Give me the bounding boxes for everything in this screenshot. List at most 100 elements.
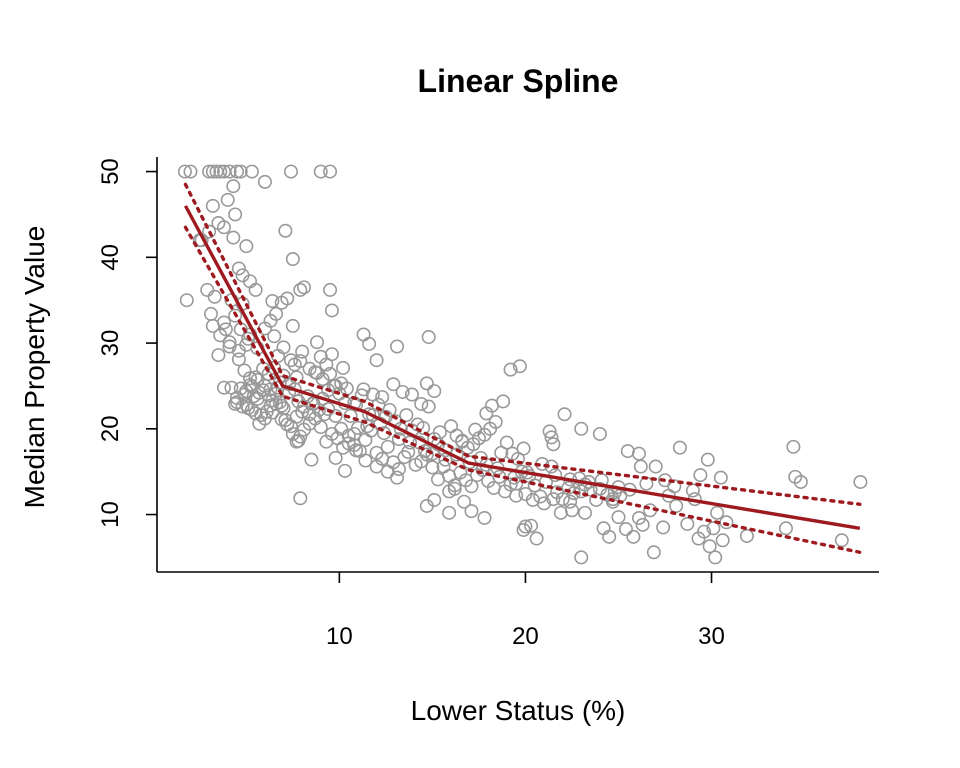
data-point (216, 380, 231, 395)
data-point (708, 550, 723, 565)
data-point (544, 430, 559, 445)
data-point (285, 252, 300, 267)
data-point (477, 510, 492, 525)
data-point (425, 460, 440, 475)
data-point (710, 505, 725, 520)
data-point (618, 522, 633, 537)
data-point (177, 164, 192, 179)
data-point (631, 446, 646, 461)
data-point (457, 494, 472, 509)
data-point (834, 533, 849, 548)
data-point (546, 437, 561, 452)
data-point (328, 408, 343, 423)
data-point (414, 396, 429, 411)
data-point (265, 405, 280, 420)
data-point (231, 343, 246, 358)
data-point (529, 531, 544, 546)
data-point (362, 407, 377, 422)
data-point (228, 308, 243, 323)
data-point (401, 444, 416, 459)
scatter-points (177, 164, 868, 565)
data-point (393, 421, 408, 436)
data-point (499, 435, 514, 450)
data-point (702, 539, 717, 554)
data-point (503, 362, 518, 377)
data-point (464, 479, 479, 494)
data-point (542, 424, 557, 439)
data-point (257, 174, 272, 189)
data-point (488, 414, 503, 429)
data-point (399, 408, 414, 423)
data-point (274, 295, 289, 310)
axes: 10 20 30 10 20 30 40 50 (97, 157, 879, 650)
data-point (620, 444, 635, 459)
data-point (455, 433, 470, 448)
data-point (419, 376, 434, 391)
data-point (516, 441, 531, 456)
data-point (205, 164, 220, 179)
data-point (563, 494, 578, 509)
data-point (358, 432, 373, 447)
data-point (419, 498, 434, 513)
data-point (592, 426, 607, 441)
data-point (267, 329, 282, 344)
data-point (503, 477, 518, 492)
data-point (518, 519, 533, 534)
data-point (739, 528, 754, 543)
data-point (293, 429, 308, 444)
data-point (213, 164, 228, 179)
data-point (334, 421, 349, 436)
data-point (546, 492, 561, 507)
data-point (313, 164, 328, 179)
data-point (202, 164, 217, 179)
chart-title: Linear Spline (418, 63, 619, 99)
data-point (356, 382, 371, 397)
data-point (269, 306, 284, 321)
data-point (557, 407, 572, 422)
data-point (216, 220, 231, 235)
data-point (533, 489, 548, 504)
data-point (524, 518, 539, 533)
data-point (356, 327, 371, 342)
data-point (226, 179, 241, 194)
data-point (442, 505, 457, 520)
data-point (693, 468, 708, 483)
data-point (395, 384, 410, 399)
data-point (375, 390, 390, 405)
data-point (213, 328, 228, 343)
data-point (390, 339, 405, 354)
data-point (382, 402, 397, 417)
data-point (853, 474, 868, 489)
data-point (183, 164, 198, 179)
data-point (380, 464, 395, 479)
data-point (283, 353, 298, 368)
data-point (237, 363, 252, 378)
data-point (697, 524, 712, 539)
data-point (222, 339, 237, 354)
data-point (179, 293, 194, 308)
y-tick-label: 20 (97, 415, 124, 442)
lower-confidence-band (183, 225, 862, 554)
data-point (205, 198, 220, 213)
data-point (685, 483, 700, 498)
data-point (222, 335, 237, 350)
data-point (248, 282, 263, 297)
data-point (235, 399, 250, 414)
x-axis-label: Lower Status (%) (411, 695, 626, 726)
data-point (425, 446, 440, 461)
data-point (241, 331, 256, 346)
data-point (633, 459, 648, 474)
data-point (207, 289, 222, 304)
data-point (239, 239, 254, 254)
data-point (509, 476, 524, 491)
data-point (313, 420, 328, 435)
data-point (468, 422, 483, 437)
data-point (626, 529, 641, 544)
data-point (512, 359, 527, 374)
data-point (715, 533, 730, 548)
data-point (672, 440, 687, 455)
y-tick-label: 50 (97, 158, 124, 185)
data-point (793, 474, 808, 489)
data-point (324, 303, 339, 318)
data-point (553, 505, 568, 520)
